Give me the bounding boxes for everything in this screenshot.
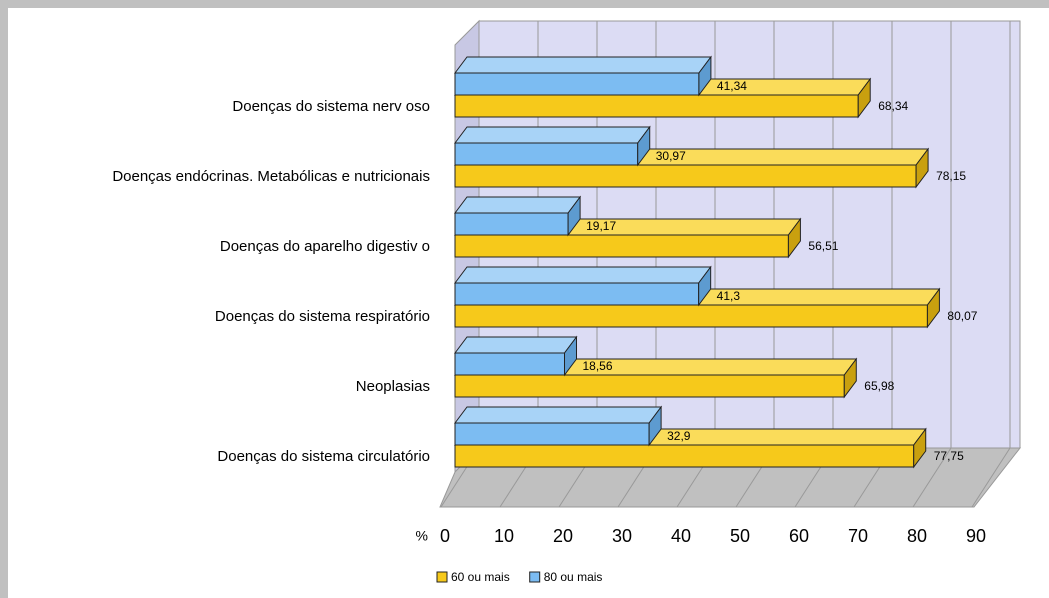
bar	[454, 282, 700, 306]
value-label: 18,56	[583, 359, 613, 373]
bar	[454, 72, 700, 96]
bar-side	[913, 427, 927, 469]
bar-top	[454, 336, 578, 354]
x-axis-label: %	[416, 528, 428, 544]
bar-side	[857, 77, 871, 119]
floor-grid-line	[971, 447, 1011, 508]
bar-top	[454, 56, 712, 74]
bar	[454, 164, 917, 188]
value-label: 78,15	[936, 169, 966, 183]
legend-swatch	[436, 571, 448, 583]
category-label: Doenças endócrinas. Metabólicas e nutric…	[112, 168, 430, 185]
bar-side	[698, 265, 712, 307]
bar	[454, 374, 845, 398]
value-label: 56,51	[808, 239, 838, 253]
bar	[454, 142, 639, 166]
x-tick-label: 0	[440, 526, 450, 546]
value-label: 32,9	[667, 429, 691, 443]
bar-top	[454, 266, 712, 284]
legend-label: 80 ou mais	[544, 570, 603, 584]
x-tick-label: 30	[612, 526, 632, 546]
category-label: Doenças do aparelho digestiv o	[220, 238, 430, 255]
value-label: 65,98	[864, 379, 894, 393]
value-label: 80,07	[947, 309, 977, 323]
category-label: Doenças do sistema respiratório	[215, 308, 430, 325]
legend-label: 60 ou mais	[451, 570, 510, 584]
bar	[454, 234, 789, 258]
x-tick-label: 60	[789, 526, 809, 546]
category-label: Neoplasias	[356, 378, 430, 395]
bar-side	[926, 287, 940, 329]
x-tick-label: 80	[907, 526, 927, 546]
value-label: 30,97	[656, 149, 686, 163]
bar-top	[454, 406, 663, 424]
bar-side	[843, 357, 857, 399]
category-label: Doenças do sistema nerv oso	[232, 98, 430, 115]
value-label: 77,75	[934, 449, 964, 463]
bar-side	[787, 217, 801, 259]
bar	[454, 422, 650, 446]
x-tick-label: 10	[494, 526, 514, 546]
bar-side	[698, 55, 712, 97]
bar	[454, 94, 859, 118]
bar-side	[915, 147, 929, 189]
bar-top	[454, 196, 582, 214]
legend-swatch	[529, 571, 541, 583]
x-tick-label: 40	[671, 526, 691, 546]
bar-side	[648, 405, 662, 447]
bar-side	[567, 195, 581, 237]
value-label: 41,34	[717, 79, 747, 93]
bar-side	[564, 335, 578, 377]
bar	[454, 352, 566, 376]
bar	[454, 212, 569, 236]
frame-top	[0, 0, 1049, 8]
frame-left	[0, 0, 8, 598]
value-label: 41,3	[717, 289, 741, 303]
x-tick-label: 90	[966, 526, 986, 546]
category-label: Doenças do sistema circulatório	[217, 448, 430, 465]
bar	[454, 444, 915, 468]
bar-top	[454, 126, 651, 144]
value-label: 19,17	[586, 219, 616, 233]
value-label: 68,34	[878, 99, 908, 113]
floor-grid-line	[912, 447, 952, 508]
x-tick-label: 20	[553, 526, 573, 546]
x-tick-label: 50	[730, 526, 750, 546]
bar-side	[637, 125, 651, 167]
bar	[454, 304, 928, 328]
x-tick-label: 70	[848, 526, 868, 546]
